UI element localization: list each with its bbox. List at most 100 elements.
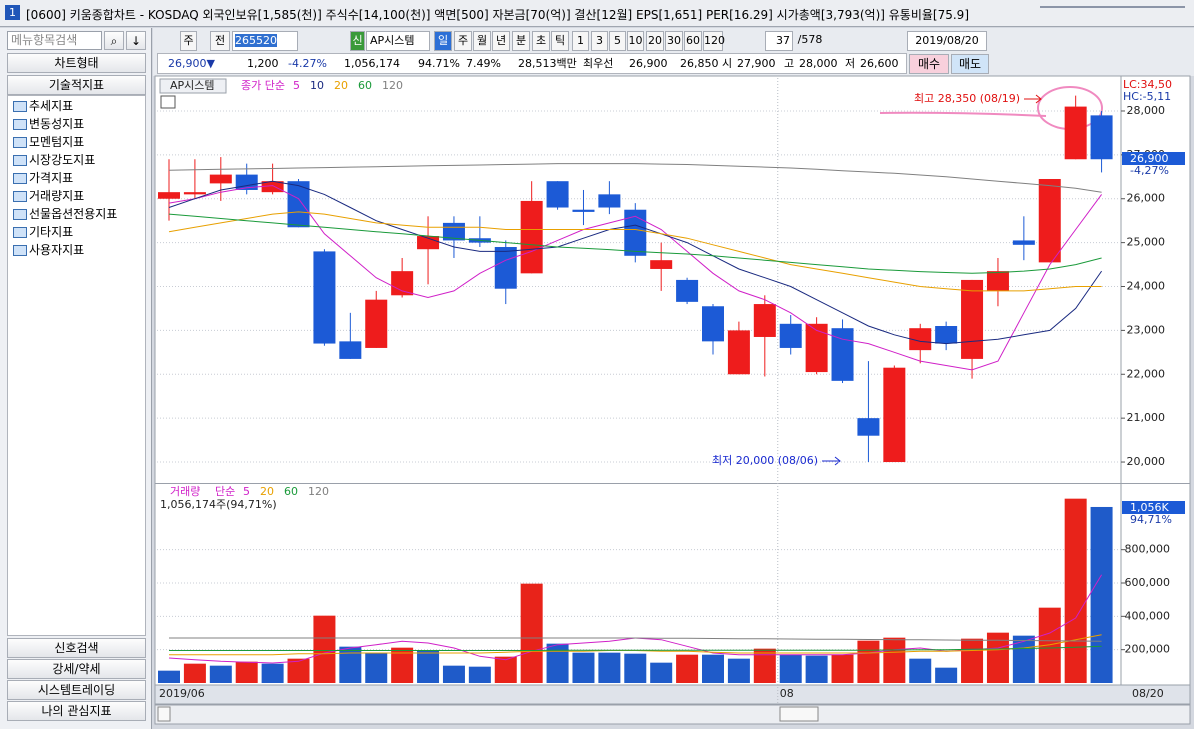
moving-average (168, 180, 1103, 345)
folder-item[interactable]: 모멘텀지표 (11, 133, 84, 151)
count-input[interactable]: 37 (765, 31, 793, 51)
period-button[interactable]: 20 (646, 31, 664, 51)
folder-item[interactable]: 추세지표 (11, 97, 73, 115)
title-bar: 1 [0600] 키움종합차트 - KOSDAQ 외국인보유[1,585(천)]… (0, 0, 1194, 27)
menu-button[interactable]: 나의 관심지표 (7, 701, 146, 721)
candle-body (986, 271, 1009, 291)
volume-bar (494, 656, 517, 683)
period-button[interactable]: 틱 (551, 31, 569, 51)
candle-body (805, 323, 828, 373)
table-icon[interactable] (160, 95, 176, 109)
scroll-thumb[interactable] (779, 706, 819, 722)
candle-body (624, 209, 647, 256)
code-input[interactable]: 265520 (232, 31, 298, 51)
volume-bar (261, 663, 284, 683)
folder-item[interactable]: 사용자지표 (11, 241, 84, 259)
volume-bar (961, 638, 984, 683)
candle-body (339, 341, 362, 359)
info-item: 1,056,174 (344, 57, 400, 70)
period-button[interactable]: 주 (180, 31, 197, 51)
x-tick-label: 2019/06 (159, 687, 205, 700)
volume-bar (727, 658, 750, 683)
tab[interactable]: 차트형태 (7, 53, 146, 73)
menu-button[interactable]: 강세/약세 (7, 659, 146, 679)
period-button[interactable]: 일 (434, 31, 452, 51)
volume-ratio: 94,71% (1130, 513, 1172, 526)
volume-bar (1038, 607, 1061, 683)
new-badge: 신 (350, 31, 365, 51)
folder-item[interactable]: 가격지표 (11, 169, 73, 187)
period-button[interactable]: 120 (703, 31, 725, 51)
candle-body (909, 328, 932, 351)
candle-body (727, 330, 750, 375)
menu-button[interactable]: 신호검색 (7, 638, 146, 658)
legend-title: AP시스템 (170, 79, 215, 92)
folder-item[interactable]: 시장강도지표 (11, 151, 95, 169)
legend-entry: 5 (293, 79, 300, 92)
candle-body (1038, 178, 1061, 263)
period-button[interactable]: 60 (684, 31, 702, 51)
volume-bar (650, 662, 673, 683)
volume-bar (1012, 635, 1035, 683)
low-arrow (822, 456, 841, 466)
period-button[interactable]: 월 (473, 31, 491, 51)
volume-bar (935, 667, 958, 683)
info-item: 최우선 (583, 57, 614, 70)
folder-item[interactable]: 거래량지표 (11, 187, 84, 205)
period-button[interactable]: 30 (665, 31, 683, 51)
period-button[interactable]: 1 (572, 31, 589, 51)
folder-item[interactable]: 선물옵션전용지표 (11, 205, 117, 223)
trade-button[interactable]: 매수 (909, 54, 949, 74)
volume-bar (624, 653, 647, 683)
legend-label: 종가 단순 (241, 79, 285, 92)
y-tick-label: 200,000 (1125, 643, 1171, 656)
moving-average (168, 185, 1103, 371)
legend-title: 거래량 (170, 485, 200, 498)
low-annotation: 최저 20,000 (08/06) (712, 454, 818, 467)
down-button[interactable]: ↓ (126, 31, 146, 50)
moving-average (169, 645, 1102, 651)
period-button[interactable]: 5 (609, 31, 626, 51)
y-tick-label: 24,000 (1127, 280, 1166, 293)
pink-marker (879, 111, 1047, 117)
info-bar (157, 53, 907, 74)
scrollbar[interactable] (154, 704, 1191, 725)
window-controls[interactable] (1040, 6, 1185, 20)
candle-body (831, 328, 854, 381)
y-axis-area (1120, 75, 1191, 686)
period-button[interactable]: 주 (454, 31, 472, 51)
search-button[interactable]: ⌕ (104, 31, 124, 50)
price-box (1122, 152, 1185, 165)
volume-box (1122, 501, 1185, 514)
period-button[interactable]: 3 (591, 31, 608, 51)
prev-button[interactable]: 전 (210, 31, 230, 51)
trade-button[interactable]: 매도 (951, 54, 989, 74)
volume-bar (546, 643, 569, 683)
volume-bar (831, 654, 854, 683)
candle-body (883, 367, 906, 463)
period-button[interactable]: 10 (627, 31, 644, 51)
period-button[interactable]: 초 (532, 31, 550, 51)
folder-item[interactable]: 기타지표 (11, 223, 73, 241)
volume-bar (857, 640, 880, 683)
y-tick-label: 21,000 (1127, 411, 1166, 424)
volume-bar (235, 661, 258, 683)
scroll-left[interactable] (157, 706, 171, 722)
folder-item[interactable]: 변동성지표 (11, 115, 84, 133)
legend-entry: 60 (358, 79, 372, 92)
volume-bar (1064, 498, 1087, 683)
volume-bar (1090, 506, 1113, 683)
candle-body (391, 271, 414, 296)
period-button[interactable]: 년 (492, 31, 510, 51)
volume-bar (442, 665, 465, 683)
menu-button[interactable]: 시스템트레이딩 (7, 680, 146, 700)
period-button[interactable]: 분 (512, 31, 530, 51)
candle-body (546, 181, 569, 208)
date-input[interactable]: 2019/08/20 (907, 31, 987, 51)
volume-bar (702, 654, 724, 683)
search-input[interactable]: 메뉴항목검색 (7, 31, 102, 50)
legend-entry: 20 (334, 79, 348, 92)
tab[interactable]: 기술적지표 (7, 75, 146, 95)
last-change: -4,27% (1130, 164, 1169, 177)
